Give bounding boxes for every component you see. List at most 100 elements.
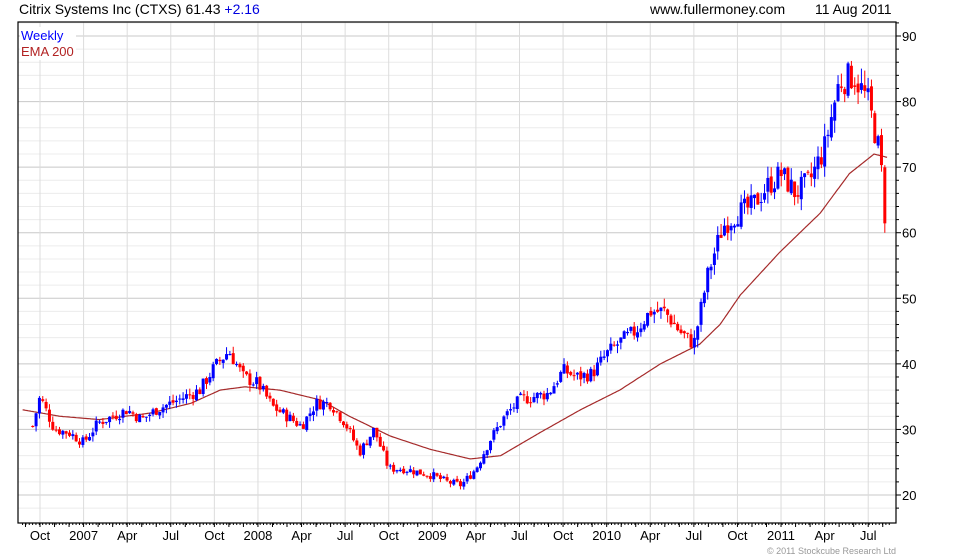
candle-up [702, 290, 706, 308]
candle-body [709, 266, 713, 271]
x-tick-label: 2009 [418, 528, 447, 543]
candle-body [833, 102, 837, 121]
candle-body [442, 476, 446, 479]
candle-down [809, 162, 813, 187]
candle-body [31, 425, 35, 427]
candle-body [382, 445, 386, 451]
candle-body [194, 389, 198, 401]
candle-body [579, 371, 583, 380]
candle-body [542, 393, 546, 400]
candle-body [158, 412, 162, 416]
candle-down [275, 399, 279, 417]
candle-up [783, 167, 787, 180]
x-tick-label: Oct [553, 528, 574, 543]
candle-body [659, 307, 663, 312]
candle-down [445, 473, 449, 482]
candle-down [726, 216, 730, 241]
candle-up [759, 192, 763, 212]
stock-name: Citrix Systems Inc (CTXS) [19, 1, 182, 17]
candle-body [378, 436, 382, 447]
candle-down [124, 410, 128, 415]
candle-body [756, 193, 760, 205]
candle-body [422, 474, 426, 476]
candle-body [489, 440, 493, 451]
candle-body [101, 421, 105, 424]
candle-body [656, 309, 660, 312]
candle-down [525, 391, 529, 405]
candle-up [826, 129, 830, 148]
price-change: +2.16 [224, 1, 260, 17]
candle-body [44, 401, 48, 409]
candle-up [98, 419, 102, 425]
candle-body [736, 224, 740, 227]
candle-up [502, 415, 506, 431]
candle-body [682, 331, 686, 334]
candle-body [372, 427, 376, 438]
y-tick-label: 30 [902, 422, 916, 437]
candle-body [174, 400, 178, 403]
candle-body [248, 373, 252, 385]
candle-up [489, 440, 493, 454]
candle-body [605, 350, 609, 357]
candle-body [171, 400, 175, 403]
candle-body [138, 414, 142, 423]
candle-up [151, 407, 155, 417]
x-tick-label: Jul [162, 528, 179, 543]
candle-up [773, 181, 777, 200]
candle-down [849, 60, 853, 90]
candle-down [134, 412, 138, 423]
candle-up [732, 223, 736, 234]
candle-body [321, 401, 325, 410]
candle-up [519, 391, 523, 396]
candle-body [495, 427, 499, 432]
candle-down [679, 325, 683, 335]
candle-body [118, 418, 122, 421]
candle-up [325, 397, 329, 408]
candle-body [609, 343, 613, 351]
candle-up [442, 475, 446, 479]
candle-up [482, 450, 486, 465]
candle-down [191, 391, 195, 406]
candle-body [846, 63, 850, 96]
candle-up [535, 392, 539, 404]
candle-body [699, 301, 703, 325]
candle-down [204, 376, 208, 390]
candle-down [338, 411, 342, 423]
candle-body [883, 167, 887, 224]
candle-body [856, 83, 860, 93]
candle-body [41, 399, 45, 401]
candle-body [84, 436, 88, 440]
y-tick-label: 20 [902, 488, 916, 503]
candle-up [215, 358, 219, 366]
candle-body [458, 481, 462, 487]
candle-body [114, 415, 118, 420]
candle-down [746, 193, 750, 215]
candle-down [468, 471, 472, 480]
candle-body [271, 398, 275, 406]
candle-body [295, 420, 299, 426]
candle-up [495, 422, 499, 435]
candle-down [241, 363, 245, 378]
candle-body [188, 394, 192, 396]
candle-down [231, 346, 235, 365]
candle-up [121, 408, 125, 423]
candle-body [505, 411, 509, 416]
candle-down [268, 392, 272, 402]
candle-up [753, 194, 757, 210]
candle-body [352, 429, 356, 441]
x-tick-label: Apr [466, 528, 487, 543]
candle-up [298, 421, 302, 426]
candle-up [94, 416, 98, 436]
candle-body [729, 225, 733, 231]
candle-down [666, 308, 670, 323]
candle-body [362, 443, 366, 455]
candle-up [321, 399, 325, 416]
candle-body [706, 267, 710, 293]
candle-down [355, 438, 359, 450]
candle-body [789, 179, 793, 194]
candle-body [763, 193, 767, 200]
candle-up [642, 320, 646, 332]
candle-body [515, 396, 519, 410]
candle-body [612, 344, 616, 346]
x-tick-label: Jul [511, 528, 528, 543]
